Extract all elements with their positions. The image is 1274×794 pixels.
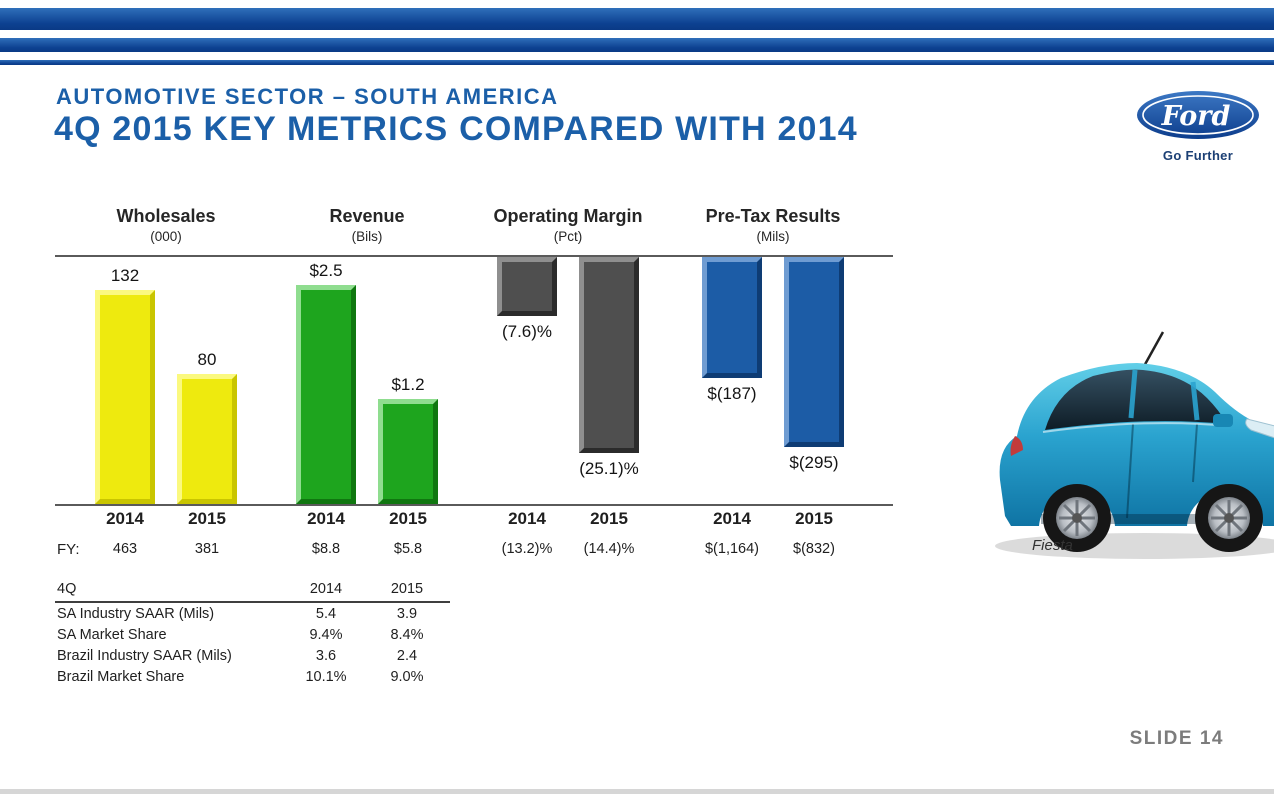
fy-value: 381 [194, 541, 220, 557]
page-title: 4Q 2015 KEY METRICS COMPARED WITH 2014 [54, 110, 858, 148]
chart-group-subtitle: (000) [150, 229, 182, 244]
table-row-label: SA Industry SAAR (Mils) [57, 606, 215, 622]
table-header-4q: 4Q [57, 581, 77, 597]
chart-group-title: Operating Margin [493, 206, 643, 226]
axis-year-label: 2014 [508, 509, 546, 528]
table-header-row: 4Q 2014 2015 [55, 581, 455, 599]
axis-year-label: 2014 [713, 509, 751, 528]
fy-value: $8.8 [311, 541, 341, 557]
top-stripe-3 [0, 60, 1274, 65]
bar-pretax-2015 [784, 257, 844, 447]
fy-value: 463 [112, 541, 138, 557]
table-row: Brazil Industry SAAR (Mils) 3.6 2.4 [55, 648, 455, 669]
table-cell-2015: 2.4 [396, 648, 418, 664]
bar-value-label: $(187) [707, 384, 757, 403]
bar-value-label: (25.1)% [579, 459, 639, 478]
bar-cell-operating-margin-2015: (25.1)% [569, 257, 649, 504]
axis-year-label: 2015 [188, 509, 226, 528]
section-eyebrow: AUTOMOTIVE SECTOR – SOUTH AMERICA [56, 84, 559, 109]
bar-cell-wholesales-2015: 80 [167, 257, 247, 504]
bar-cell-revenue-2015: $1.2 [368, 257, 448, 504]
chart-group-title: Revenue [329, 206, 405, 226]
quarterly-detail-table: 4Q 2014 2015 SA Industry SAAR (Mils) 5.4… [55, 581, 455, 690]
fy-value: $(1,164) [704, 541, 759, 557]
car-caption: Fiesta [1032, 537, 1073, 554]
fy-value: $(832) [793, 541, 835, 557]
bar-operating-margin-2014 [497, 257, 557, 316]
rear-wheel [1043, 484, 1111, 552]
bar-cell-revenue-2014: $2.5 [286, 257, 366, 504]
table-cell-2014: 10.1% [305, 669, 347, 685]
slide-number-label: SLIDE 14 [1129, 728, 1224, 749]
table-row: SA Market Share 9.4% 8.4% [55, 627, 455, 648]
axis-year-label: 2015 [590, 509, 628, 528]
ford-tagline: Go Further [1162, 148, 1234, 163]
bottom-edge-strip [0, 789, 1274, 794]
chart-group-title: Wholesales [116, 206, 216, 226]
chart-group-header-wholesales: Wholesales (000) [85, 206, 247, 244]
chart-top-baseline [55, 255, 893, 257]
chart-group-title: Pre-Tax Results [705, 206, 841, 226]
top-stripe-2 [0, 38, 1274, 52]
bar-value-label: $2.5 [309, 261, 343, 280]
ford-oval-icon: Ford [1137, 91, 1259, 139]
top-stripe-1 [0, 8, 1274, 30]
table-header-rule [55, 601, 450, 603]
chart-group-subtitle: (Pct) [553, 229, 583, 244]
bar-revenue-2015 [378, 399, 438, 504]
ford-logo: Ford Go Further [1136, 90, 1260, 163]
chart-group-header-operating-margin: Operating Margin (Pct) [487, 206, 649, 244]
table-cell-2015: 9.0% [390, 669, 424, 685]
table-row: SA Industry SAAR (Mils) 5.4 3.9 [55, 606, 455, 627]
table-header-2014: 2014 [309, 581, 343, 597]
fy-value: (14.4)% [583, 541, 635, 557]
axis-year-label: 2015 [389, 509, 427, 528]
chart-bottom-baseline [55, 504, 893, 506]
bar-wholesales-2014 [95, 290, 155, 504]
table-header-2015: 2015 [390, 581, 424, 597]
fy-value: $5.8 [393, 541, 423, 557]
bar-cell-pretax-2015: $(295) [774, 257, 854, 504]
axis-year-label: 2014 [307, 509, 345, 528]
fy-row-label: FY: [57, 541, 80, 558]
chart-group-header-pretax-results: Pre-Tax Results (Mils) [692, 206, 854, 244]
bar-value-label: $(295) [789, 453, 839, 472]
table-cell-2014: 9.4% [309, 627, 343, 643]
bar-cell-operating-margin-2014: (7.6)% [487, 257, 567, 504]
bar-value-label: (7.6)% [501, 322, 553, 341]
table-cell-2015: 8.4% [390, 627, 424, 643]
chart-group-subtitle: (Bils) [351, 229, 383, 244]
ford-wordmark: Ford [1161, 101, 1231, 132]
chart-group-subtitle: (Mils) [756, 229, 790, 244]
bar-revenue-2014 [296, 285, 356, 504]
axis-year-label: 2014 [106, 509, 144, 528]
chart-group-header-revenue: Revenue (Bils) [286, 206, 448, 244]
bar-cell-pretax-2014: $(187) [692, 257, 772, 504]
table-row-label: SA Market Share [57, 627, 167, 643]
bar-value-label: 132 [110, 266, 140, 285]
bar-wholesales-2015 [177, 374, 237, 504]
axis-year-label: 2015 [795, 509, 833, 528]
front-wheel [1195, 484, 1263, 552]
table-row: Brazil Market Share 10.1% 9.0% [55, 669, 455, 690]
bar-pretax-2014 [702, 257, 762, 378]
table-cell-2014: 3.6 [315, 648, 337, 664]
bar-value-label: $1.2 [391, 375, 425, 394]
bar-value-label: 80 [197, 350, 217, 369]
table-cell-2015: 3.9 [396, 606, 418, 622]
table-cell-2014: 5.4 [315, 606, 337, 622]
table-row-label: Brazil Industry SAAR (Mils) [57, 648, 232, 664]
fy-value: (13.2)% [501, 541, 553, 557]
fiesta-car-illustration [995, 331, 1274, 559]
bar-operating-margin-2015 [579, 257, 639, 453]
bar-cell-wholesales-2014: 132 [85, 257, 165, 504]
table-row-label: Brazil Market Share [57, 669, 185, 685]
fiesta-car-image [985, 318, 1274, 580]
